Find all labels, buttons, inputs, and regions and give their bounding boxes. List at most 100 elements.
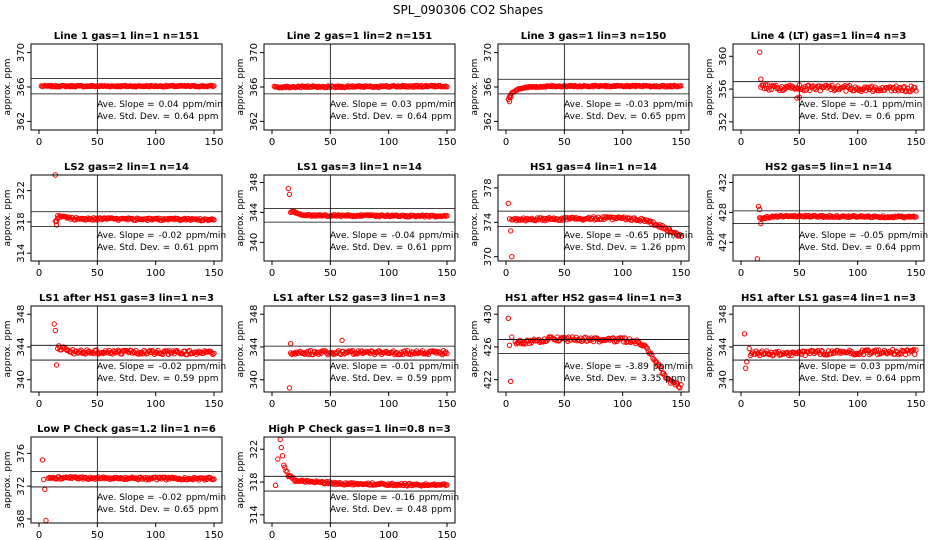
- data-point: [344, 481, 350, 488]
- x-tick-label: 150: [906, 137, 925, 148]
- panel-10: LS1 after LS2 gas=3 lin=1 n=3 0 50 100 150 34…: [236, 293, 459, 410]
- outlier-point: [506, 342, 513, 348]
- stddev-unit: ppm: [431, 243, 451, 253]
- data-point: [658, 365, 664, 371]
- stddev-annotation: Ave. Std. Dev. = 0.61 ppm: [330, 243, 452, 253]
- stddev-unit: ppm: [665, 374, 685, 384]
- slope-value: 0.03: [861, 362, 881, 372]
- y-tick-label: 348: [249, 305, 260, 324]
- slope-annotation: Ave. Slope = -0.01 ppm/min: [330, 362, 459, 372]
- slope-value: -0.02: [159, 362, 182, 372]
- data-point: [768, 214, 774, 220]
- x-tick-label: 100: [379, 530, 398, 540]
- stddev-unit: ppm: [900, 243, 920, 253]
- slope-annotation: Ave. Slope = -0.16 ppm/min: [330, 493, 459, 503]
- plot-frame: [30, 436, 223, 524]
- panel-1: Line 1 gas=1 lin=1 n=151 0 50 100 150 362 366 3…: [3, 31, 224, 148]
- slope-annotation: Ave. Slope = -0.04 ppm/min: [330, 231, 459, 241]
- data-point: [677, 385, 683, 391]
- y-axis-label: approx. ppm: [3, 190, 13, 247]
- stddev-label: Ave. Std. Dev. =: [97, 112, 170, 122]
- outlier-point: [277, 436, 283, 443]
- outlier-point: [53, 222, 60, 228]
- x-tick-label: 50: [324, 137, 337, 148]
- data-point: [334, 84, 340, 91]
- y-tick-label: 368: [16, 509, 27, 528]
- data-points: [757, 49, 919, 101]
- x-tick-label: 50: [558, 268, 571, 279]
- outlier-point: [288, 209, 294, 216]
- stddev-annotation: Ave. Std. Dev. = 0.64 ppm: [97, 112, 219, 122]
- panel-14: High P Check gas=1 lin=0.8 n=3 0 50 100 150 3…: [236, 424, 459, 540]
- data-point: [913, 214, 919, 220]
- x-tick-label: 150: [204, 137, 223, 148]
- data-point: [284, 469, 290, 475]
- y-tick-label: 362: [16, 112, 27, 131]
- data-point: [757, 352, 763, 359]
- data-point: [909, 347, 916, 354]
- slope-value: -0.04: [392, 231, 416, 241]
- data-point: [678, 233, 684, 240]
- y-tick-label: 322: [249, 440, 260, 459]
- data-points: [272, 436, 450, 489]
- data-point: [603, 215, 609, 221]
- data-point: [63, 214, 69, 220]
- x-tick-label: 100: [146, 137, 165, 148]
- x-tick-label: 150: [671, 268, 690, 279]
- slope-label: Ave. Slope =: [564, 362, 622, 372]
- stddev-unit: ppm: [198, 374, 218, 384]
- y-tick-label: 318: [249, 473, 260, 492]
- slope-annotation: Ave. Slope = -3.89 ppm/min: [564, 362, 693, 372]
- x-tick-label: 0: [503, 137, 509, 148]
- x-tick-label: 50: [324, 399, 337, 410]
- data-point: [444, 213, 450, 219]
- plot-frame: [497, 174, 690, 262]
- stddev-label: Ave. Std. Dev. =: [799, 374, 872, 384]
- y-tick-label: 344: [16, 337, 27, 356]
- data-point: [211, 217, 217, 223]
- outlier-point: [506, 216, 513, 222]
- data-point: [63, 346, 69, 352]
- y-tick-label: 340: [16, 370, 27, 389]
- x-tick-label: 150: [204, 268, 223, 279]
- stddev-unit: ppm: [900, 374, 920, 384]
- stddev-annotation: Ave. Std. Dev. = 0.65 ppm: [97, 505, 219, 515]
- panel-11: HS1 after HS2 gas=4 lin=1 n=3 0 50 100 150 42…: [470, 293, 693, 410]
- outlier-point: [757, 206, 763, 213]
- stddev-value: 1.26: [641, 243, 661, 253]
- panel-title: LS1 gas=3 lin=1 n=14: [297, 162, 422, 173]
- y-tick-label: 374: [483, 213, 494, 232]
- data-point: [773, 349, 779, 355]
- x-tick-label: 50: [324, 268, 337, 279]
- stddev-value: 0.64: [407, 112, 427, 122]
- x-tick-label: 100: [848, 399, 867, 410]
- data-point: [913, 347, 919, 353]
- stddev-value: 0.64: [876, 374, 896, 384]
- stddev-value: 0.6: [876, 112, 891, 122]
- stddev-annotation: Ave. Std. Dev. = 0.64 ppm: [330, 112, 452, 122]
- outlier-point: [505, 315, 511, 321]
- slope-annotation: Ave. Slope = -0.05 ppm/min: [799, 231, 928, 241]
- outlier-point: [39, 457, 46, 463]
- y-tick-label: 356: [718, 80, 729, 99]
- x-tick-label: 150: [204, 399, 223, 410]
- slope-annotation: Ave. Slope = -0.02 ppm/min: [97, 493, 226, 503]
- stddev-value: 0.59: [174, 374, 194, 384]
- data-points: [39, 457, 217, 524]
- stddev-label: Ave. Std. Dev. =: [799, 112, 872, 122]
- slope-value: -0.02: [159, 493, 182, 503]
- slope-annotation: Ave. Slope = -0.02 ppm/min: [97, 362, 226, 372]
- data-point: [520, 341, 527, 347]
- y-axis-label: approx. ppm: [236, 452, 246, 509]
- data-point: [93, 347, 99, 353]
- outlier-point: [744, 359, 750, 365]
- stddev-label: Ave. Std. Dev. =: [97, 374, 170, 384]
- stddev-value: 0.61: [174, 243, 194, 253]
- x-tick-label: 50: [793, 399, 806, 410]
- x-tick-label: 150: [671, 399, 690, 410]
- data-point: [349, 213, 356, 220]
- slope-label: Ave. Slope =: [799, 231, 857, 241]
- slope-unit: ppm/min: [882, 100, 922, 110]
- y-tick-label: 366: [249, 77, 260, 96]
